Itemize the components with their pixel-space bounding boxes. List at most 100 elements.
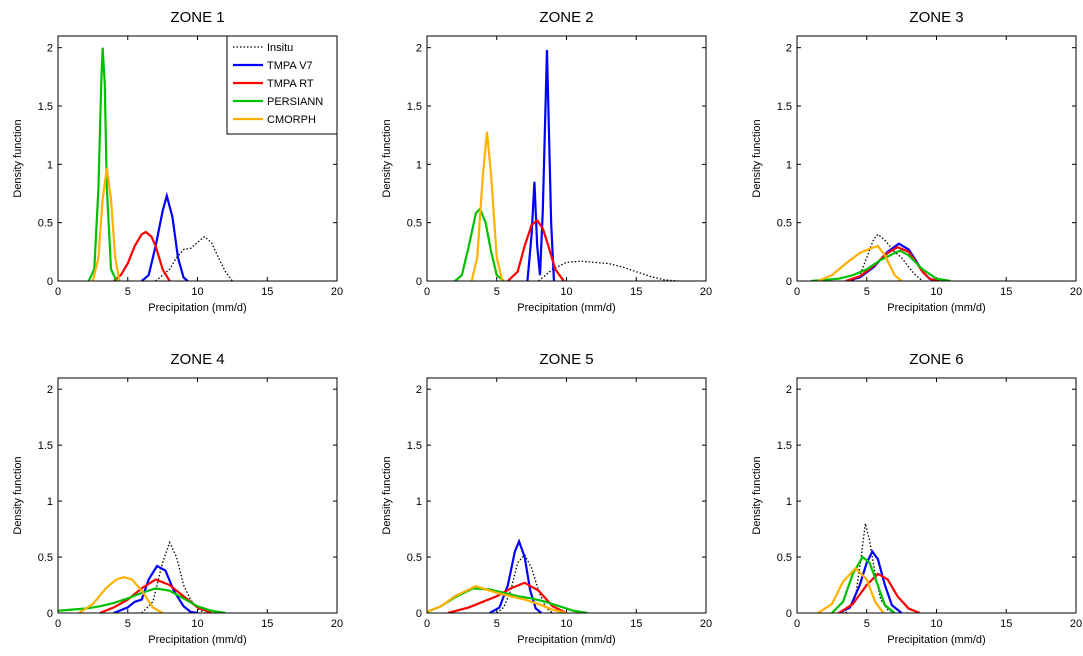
y-tick-label: 1 [47,159,53,171]
y-tick-label: 1.5 [407,440,422,452]
density-line [507,218,565,281]
legend-label: TMPA V7 [267,60,313,72]
y-tick-label: 1 [47,496,53,508]
x-tick-label: 5 [864,618,870,630]
density-line [470,131,504,281]
y-tick-label: 2 [786,43,792,55]
x-tick-label: 0 [55,618,61,630]
density-line [447,581,567,613]
x-tick-label: 10 [930,618,942,630]
y-tick-label: 2 [416,384,422,396]
density-line [87,47,118,281]
legend-label: CMORPH [267,114,316,126]
panel-title: ZONE 2 [539,9,593,26]
y-tick-label: 0.5 [407,218,422,230]
x-tick-label: 0 [424,618,430,630]
legend-box [226,35,338,135]
y-tick-label: 1.5 [407,101,422,113]
y-tick-label: 0.5 [38,218,53,230]
y-tick-label: 1.5 [777,101,792,113]
x-tick-label: 10 [191,618,203,630]
density-line [838,572,921,613]
x-tick-label: 20 [331,286,343,298]
x-tick-label: 15 [630,618,642,630]
density-line [78,576,164,613]
x-tick-label: 5 [864,286,870,298]
density-line [852,233,923,281]
panel-title: ZONE 3 [909,9,963,26]
y-tick-label: 0.5 [407,552,422,564]
legend-label: PERSIANN [267,96,323,108]
x-tick-label: 0 [794,618,800,630]
x-tick-label: 15 [1000,286,1012,298]
y-tick-label: 1.5 [777,440,792,452]
density-line [817,244,903,281]
y-tick-label: 0.5 [777,552,792,564]
y-tick-label: 1.5 [38,101,53,113]
density-line [427,584,567,613]
density-line [526,49,556,281]
x-tick-label: 5 [494,618,500,630]
x-axis-label: Precipitation (mm/d) [148,634,246,646]
x-tick-label: 15 [261,618,273,630]
legend-label: Insitu [267,42,293,54]
x-tick-label: 5 [125,286,131,298]
density-line [810,249,951,281]
x-tick-label: 10 [560,286,572,298]
x-tick-label: 15 [261,286,273,298]
axes-box [796,35,1077,282]
y-tick-label: 0 [47,276,53,288]
y-tick-label: 2 [47,384,53,396]
y-tick-label: 0 [786,276,792,288]
density-line [91,167,121,281]
y-tick-label: 0 [47,608,53,620]
x-tick-label: 20 [331,618,343,630]
axes-box [426,35,707,282]
x-axis-label: Precipitation (mm/d) [887,302,985,314]
x-tick-label: 0 [794,286,800,298]
density-line [427,587,588,613]
density-line [538,260,679,281]
density-line [113,564,198,613]
y-tick-label: 2 [47,43,53,55]
x-tick-label: 10 [191,286,203,298]
x-tick-label: 0 [55,286,61,298]
y-axis-label: Density function [12,119,24,197]
density-line [113,230,171,281]
panel-title: ZONE 4 [170,351,224,368]
x-axis-label: Precipitation (mm/d) [887,634,985,646]
x-tick-label: 0 [424,286,430,298]
axes-box [426,377,707,614]
y-tick-label: 0 [786,608,792,620]
y-tick-label: 0 [416,608,422,620]
axes-box [796,377,1077,614]
y-tick-label: 1 [786,159,792,171]
density-line [845,245,940,281]
x-tick-label: 10 [560,618,572,630]
x-axis-label: Precipitation (mm/d) [148,302,246,314]
x-axis-label: Precipitation (mm/d) [517,302,615,314]
legend-label: TMPA RT [267,78,314,90]
axes-box [57,377,338,614]
density-line [155,235,233,281]
density-line [140,191,189,281]
y-tick-label: 0 [416,276,422,288]
y-tick-label: 1 [786,496,792,508]
density-line [496,553,553,613]
y-tick-label: 1 [416,496,422,508]
panel-title: ZONE 6 [909,351,963,368]
x-tick-label: 5 [125,618,131,630]
y-tick-label: 0.5 [777,218,792,230]
x-tick-label: 15 [630,286,642,298]
density-line [831,555,896,613]
x-tick-label: 20 [700,286,712,298]
y-axis-label: Density function [12,456,24,534]
panel-title: ZONE 1 [170,9,224,26]
x-tick-label: 15 [1000,618,1012,630]
y-tick-label: 1 [416,159,422,171]
y-tick-label: 1.5 [38,440,53,452]
axes-box [57,35,338,282]
x-tick-label: 20 [1070,286,1082,298]
x-tick-label: 20 [700,618,712,630]
